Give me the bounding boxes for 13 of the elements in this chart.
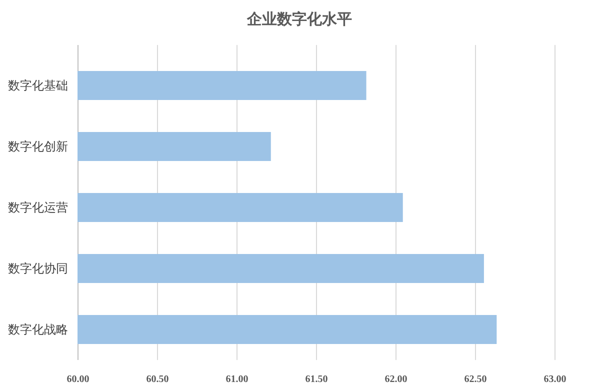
x-tick-label: 62.50: [464, 374, 487, 385]
y-tick-label: 数字化运营: [8, 200, 68, 214]
x-tick-label: 63.00: [544, 374, 566, 385]
y-tick-label: 数字化协同: [8, 262, 68, 276]
chart-title: 企业数字化水平: [246, 10, 352, 28]
y-tick-label: 数字化创新: [8, 140, 68, 154]
x-tick-label: 61.50: [305, 374, 328, 385]
x-tick-label: 62.00: [384, 374, 408, 385]
y-tick-label: 数字化基础: [8, 78, 68, 92]
x-tick-label: 60.50: [146, 374, 169, 385]
x-tick-label: 60.00: [66, 374, 90, 385]
x-tick-label: 61.00: [226, 374, 248, 385]
y-tick-label: 数字化战略: [8, 322, 68, 336]
